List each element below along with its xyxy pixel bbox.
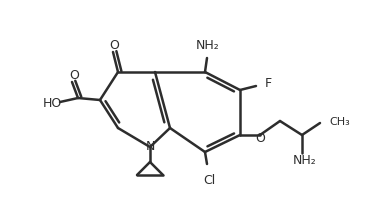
Text: Cl: Cl xyxy=(203,173,215,186)
Text: O: O xyxy=(109,39,119,52)
Text: O: O xyxy=(255,131,265,144)
Text: CH₃: CH₃ xyxy=(329,117,350,127)
Text: N: N xyxy=(145,140,155,153)
Text: F: F xyxy=(265,76,272,89)
Text: NH₂: NH₂ xyxy=(196,39,220,52)
Text: O: O xyxy=(69,69,79,82)
Text: HO: HO xyxy=(42,96,62,110)
Text: NH₂: NH₂ xyxy=(293,154,317,167)
